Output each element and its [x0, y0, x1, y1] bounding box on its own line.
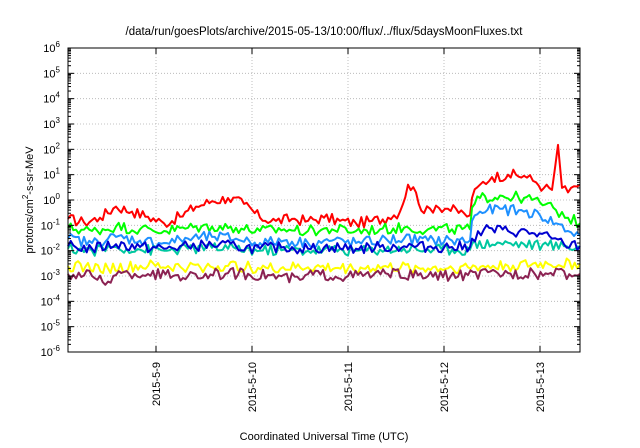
series-group	[67, 143, 581, 286]
x-tick-label: 2015-5-9	[151, 362, 163, 406]
x-tick-label: 2015-5-10	[247, 362, 259, 412]
y-tick-label: 105	[43, 65, 60, 80]
y-tick-label: 10-4	[41, 293, 61, 308]
tick-group: 10-6 10-5 10-4 10-3 10-2 10-1 100 101 102 103 104 1…	[41, 40, 580, 412]
chart-title: /data/run/goesPlots/archive/2015-05-13/1…	[126, 26, 524, 38]
series-line	[67, 257, 581, 275]
x-tick-label: 2015-5-12	[439, 362, 451, 412]
series-line	[67, 224, 581, 255]
x-tick-label: 2015-5-11	[343, 362, 355, 411]
y-axis-label-rest: -s-sr-MeV	[24, 146, 36, 195]
y-tick-label: 102	[43, 141, 60, 156]
y-tick-label: 101	[43, 167, 60, 182]
y-axis-label-sup: 2	[21, 194, 30, 199]
series-line	[67, 190, 581, 237]
y-tick-label: 104	[43, 91, 60, 106]
y-tick-label: 10-1	[41, 217, 61, 232]
x-axis-label: Coordinated Universal Time (UTC)	[240, 431, 409, 443]
series-line	[67, 143, 581, 229]
y-tick-label: 10-6	[41, 344, 61, 359]
y-tick-label: 106	[43, 40, 60, 55]
y-tick-label: 10-5	[41, 319, 61, 334]
y-tick-label: 100	[43, 192, 60, 207]
y-tick-label: 10-2	[41, 243, 61, 258]
series-line	[67, 267, 581, 286]
grid	[68, 47, 580, 353]
y-tick-label: 10-3	[41, 268, 61, 283]
y-axis-label: protons/cm2-s-sr-MeV	[21, 146, 36, 254]
y-tick-label: 103	[43, 116, 60, 131]
x-tick-label: 2015-5-13	[535, 362, 547, 412]
y-axis-label-main: protons/cm	[24, 199, 36, 253]
